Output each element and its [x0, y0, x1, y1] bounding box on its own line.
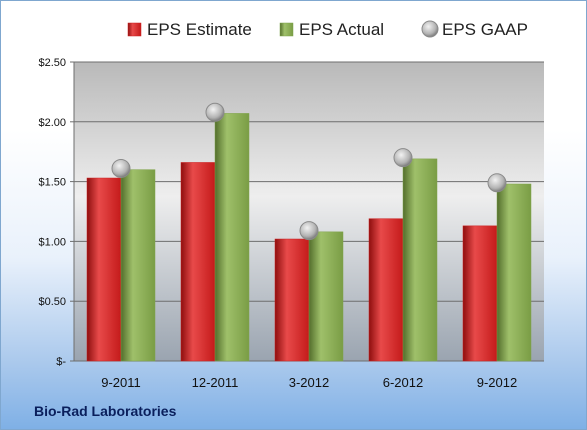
- marker-eps-gaap: [299, 221, 319, 241]
- x-tick-label: 12-2011: [192, 375, 239, 390]
- y-tick-label: $0.50: [38, 296, 66, 308]
- y-tick-label: $1.00: [38, 236, 66, 248]
- legend-item: EPS Estimate: [127, 20, 252, 39]
- company-name: Bio-Rad Laboratories: [34, 403, 177, 419]
- bar-eps-actual: [496, 183, 532, 362]
- legend-item: EPS Actual: [279, 20, 384, 39]
- x-tick-label: 9-2012: [477, 375, 517, 390]
- legend-label: EPS GAAP: [442, 20, 528, 39]
- marker-eps-gaap: [393, 148, 413, 168]
- bar-eps-actual: [214, 113, 250, 362]
- y-tick-label: $-: [56, 356, 66, 368]
- legend-label: EPS Actual: [299, 20, 384, 39]
- marker-eps-gaap: [111, 158, 131, 178]
- y-tick-label: $2.00: [38, 117, 66, 129]
- marker-eps-gaap: [487, 173, 507, 193]
- bar-eps-actual: [120, 169, 156, 362]
- legend-swatch: [127, 22, 142, 37]
- legend-label: EPS Estimate: [147, 20, 252, 39]
- x-tick-label: 3-2012: [289, 375, 329, 390]
- bar-eps-actual: [308, 231, 344, 362]
- x-tick-label: 6-2012: [383, 375, 423, 390]
- legend-item: EPS GAAP: [421, 20, 528, 39]
- legend-swatch: [279, 22, 294, 37]
- x-tick-label: 9-2011: [101, 375, 141, 390]
- legend-swatch: [421, 20, 439, 38]
- bar-eps-estimate: [180, 162, 216, 362]
- bar-eps-estimate: [86, 177, 122, 362]
- bar-eps-actual: [402, 158, 438, 362]
- marker-eps-gaap: [205, 102, 225, 122]
- y-tick-label: $2.50: [38, 57, 66, 69]
- bar-eps-estimate: [368, 218, 404, 362]
- bar-eps-estimate: [462, 225, 498, 362]
- y-tick-label: $1.50: [38, 177, 66, 189]
- bar-eps-estimate: [274, 238, 310, 362]
